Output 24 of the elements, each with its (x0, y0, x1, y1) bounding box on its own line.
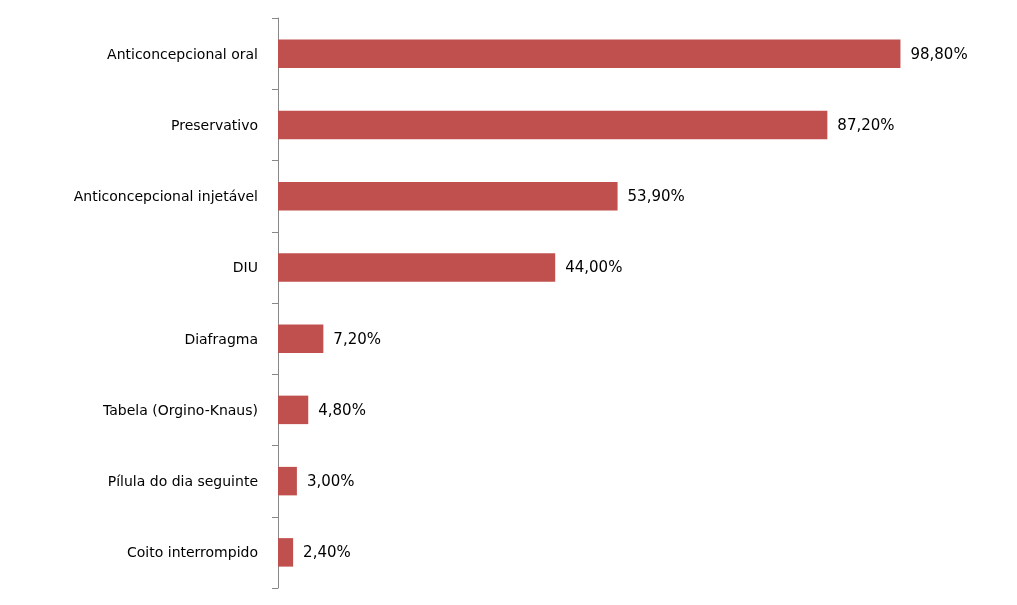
y-tick-label: Diafragma (184, 330, 258, 347)
y-tick-label: Preservativo (170, 116, 258, 133)
y-tick-label: Coito interrompido (127, 544, 258, 561)
data-label: 7,20% (333, 329, 382, 348)
data-label: 4,80% (318, 400, 366, 419)
bar (278, 181, 618, 211)
y-tick-label: DIU (232, 259, 258, 276)
data-label: 44,00% (565, 258, 623, 277)
data-label: 98,80% (910, 44, 968, 63)
y-tick-label: Pílula do dia seguinte (107, 473, 258, 490)
bar (278, 395, 309, 425)
bar (278, 538, 294, 567)
y-tick-label: Tabela (Orgino-Knaus) (101, 401, 258, 418)
bar (278, 324, 324, 353)
bar (278, 466, 297, 496)
y-tick-label: Anticoncepcional injetável (73, 188, 258, 205)
y-tick-label: Anticoncepcional oral (107, 45, 258, 62)
bar (278, 39, 901, 68)
data-label: 87,20% (837, 115, 895, 134)
data-label: 53,90% (627, 187, 685, 206)
bar (278, 110, 828, 140)
data-label: 3,00% (306, 472, 355, 491)
data-label: 2,40% (303, 543, 351, 562)
bar (278, 253, 556, 282)
